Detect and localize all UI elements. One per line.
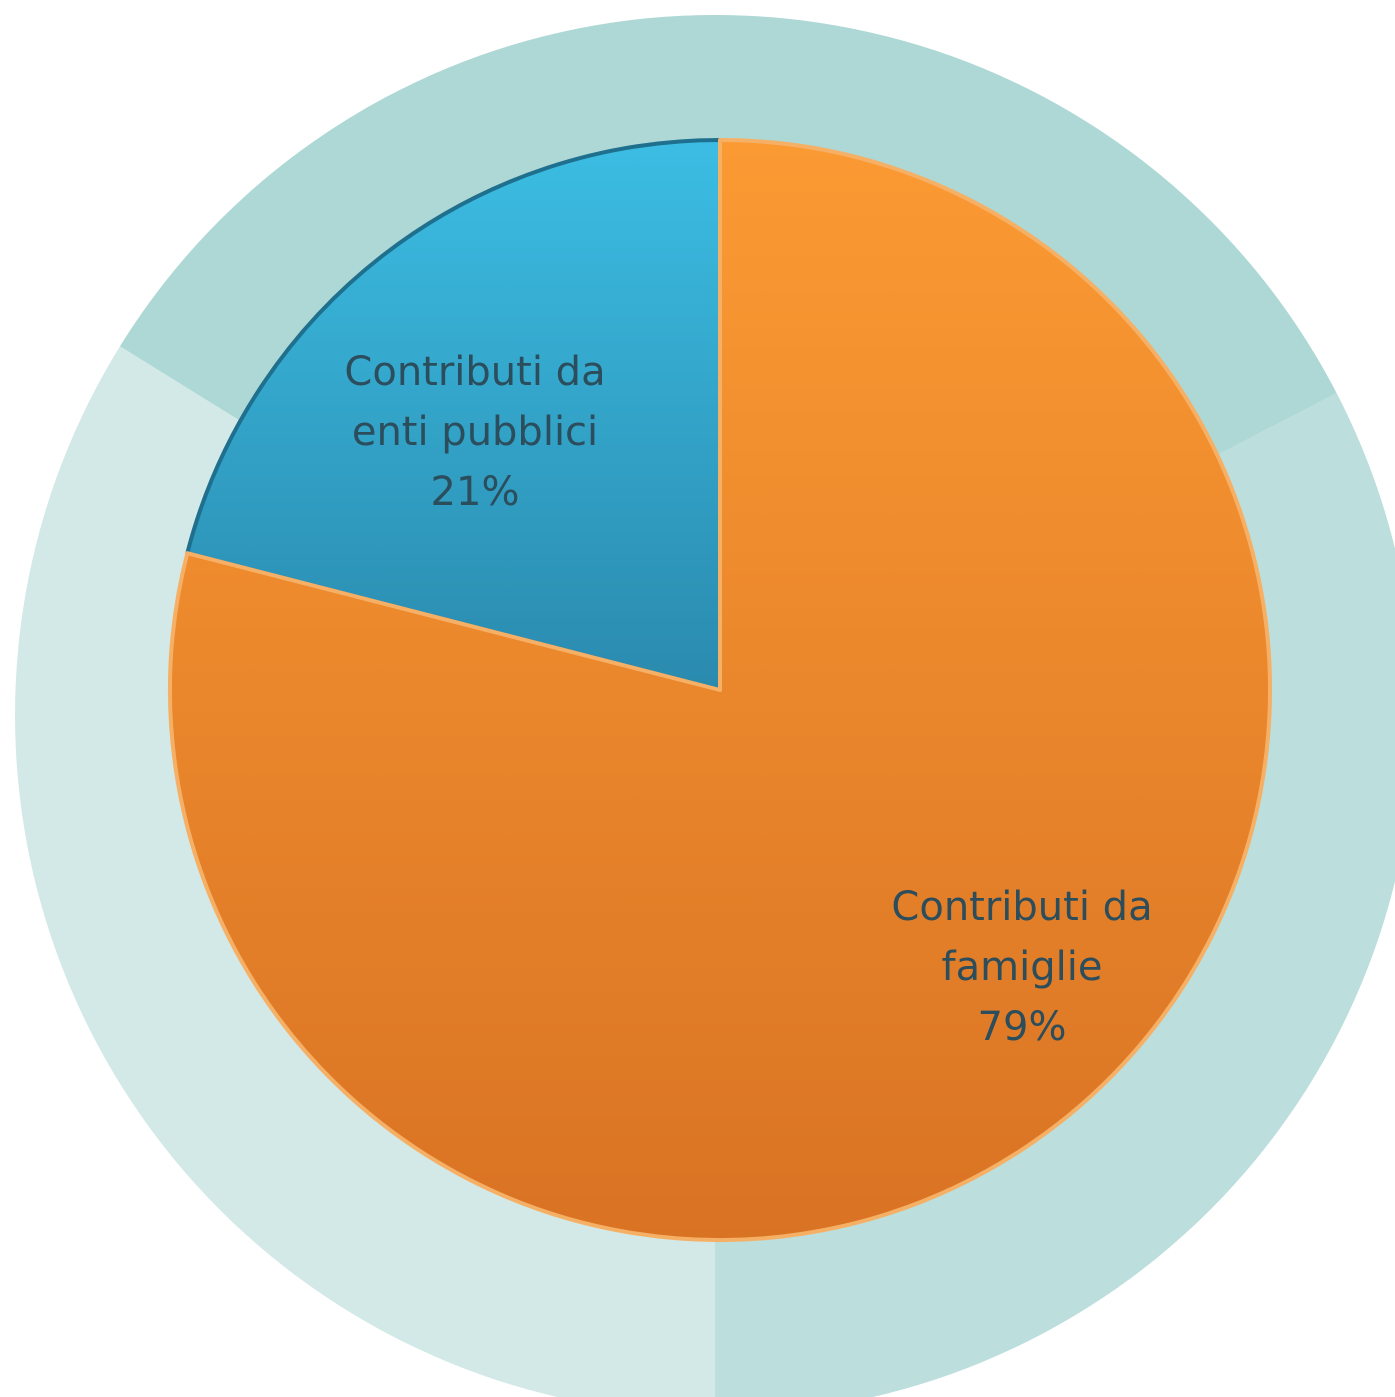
pie-slices [168,138,1272,1242]
pie-slice [168,138,1272,1242]
pie-slice [185,138,722,692]
slice-data-label: Contributi da famiglie 79% [891,884,1152,1050]
pie-labels: Contributi da enti pubblici 21% Contributi … [344,349,1152,1050]
slice-data-label: Contributi da enti pubblici 21% [344,349,605,515]
